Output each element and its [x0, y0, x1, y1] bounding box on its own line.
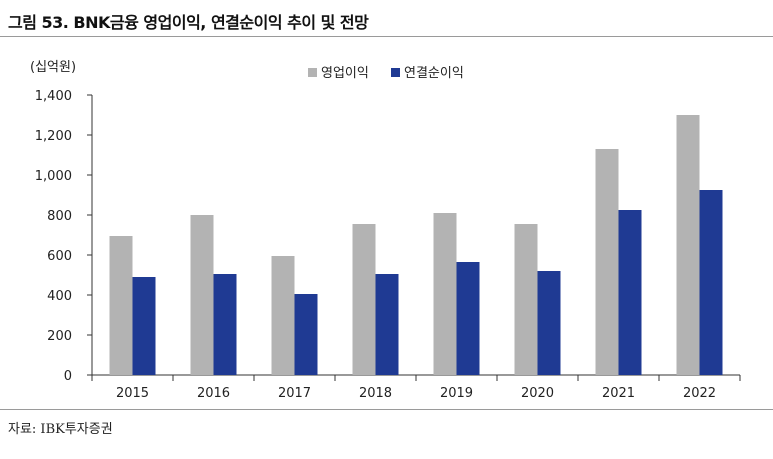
bar-operating-profit — [109, 236, 133, 375]
title-divider — [0, 36, 773, 37]
bar-net-income — [294, 294, 318, 375]
bar-net-income — [456, 262, 480, 375]
x-tick-label: 2022 — [683, 386, 716, 401]
y-tick-label: 1,200 — [35, 129, 72, 144]
legend: 영업이익 연결순이익 — [308, 66, 464, 81]
legend-label: 영업이익 — [321, 66, 369, 81]
bar-operating-profit — [676, 115, 700, 375]
bar-operating-profit — [352, 224, 376, 375]
bar-operating-profit — [595, 149, 619, 375]
y-tick-label: 200 — [47, 329, 72, 344]
legend-swatch — [308, 68, 317, 77]
axis-labels: 0 200 400 600 800 1,000 1,200 1,400 2015 2016 2017… — [35, 89, 716, 401]
x-tick-label: 2019 — [440, 386, 473, 401]
bar-net-income — [699, 190, 723, 375]
bar-net-income — [132, 277, 156, 375]
x-tick-label: 2021 — [602, 386, 635, 401]
x-tick-label: 2016 — [197, 386, 230, 401]
bar-net-income — [213, 274, 237, 375]
bars — [109, 115, 723, 375]
y-tick-label: 1,400 — [35, 89, 72, 104]
bar-operating-profit — [190, 215, 214, 375]
bar-operating-profit — [271, 256, 295, 375]
x-tick-label: 2015 — [116, 386, 149, 401]
x-tick-label: 2018 — [359, 386, 392, 401]
y-tick-label: 1,000 — [35, 169, 72, 184]
axes — [87, 94, 741, 381]
legend-label: 연결순이익 — [404, 66, 464, 81]
source-note: 자료: IBK투자증권 — [8, 422, 113, 437]
bar-chart: (십억원) 영업이익 연결순이익 0 200 400 600 800 1,000 1,200 1… — [30, 60, 741, 401]
bar-net-income — [375, 274, 399, 375]
y-tick-label: 400 — [47, 289, 72, 304]
x-tick-label: 2020 — [521, 386, 554, 401]
y-tick-label: 600 — [47, 249, 72, 264]
y-axis-unit-label: (십억원) — [30, 60, 76, 75]
x-tick-label: 2017 — [278, 386, 311, 401]
chart-title: 그림 53. BNK금융 영업이익, 연결순이익 추이 및 전망 — [8, 13, 369, 32]
bar-net-income — [537, 271, 561, 375]
bar-net-income — [618, 210, 642, 375]
bar-operating-profit — [433, 213, 457, 375]
y-tick-label: 0 — [64, 369, 72, 384]
y-tick-label: 800 — [47, 209, 72, 224]
legend-swatch — [391, 68, 400, 77]
footer-divider — [0, 409, 773, 410]
bar-operating-profit — [514, 224, 538, 375]
